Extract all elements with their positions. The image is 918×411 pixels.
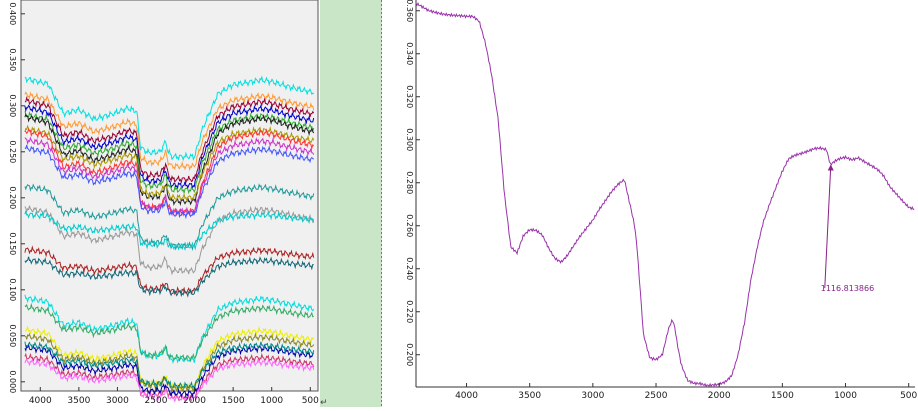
right-spectrum-panel: 0.200 0.220 0.240 0.260 0.280 0.300 0.320 0.340… (396, 0, 918, 407)
right-y-tick-label: 0.200 (405, 343, 414, 366)
right-y-tick-label: 0.260 (405, 214, 414, 237)
left-x-tick-label: 1000 (260, 396, 283, 406)
peak-annotation-group: 1116.813866 (821, 164, 874, 293)
right-x-tick-label: 1000 (834, 391, 857, 401)
gap-panel (382, 0, 396, 407)
peak-marker-icon (827, 164, 834, 171)
left-x-tick-label: 1500 (222, 396, 245, 406)
left-y-tick-label: 0.250 (8, 140, 17, 163)
right-x-tick-label: 500 (900, 391, 917, 401)
left-x-tick-label: 500 (302, 396, 319, 406)
right-y-tick-label: 0.280 (405, 171, 414, 194)
left-series-line-s13 (24, 210, 315, 251)
left-series-line-s10 (24, 144, 314, 220)
right-x-tick-label: 2500 (645, 391, 668, 401)
right-y-tick-label: 0.300 (405, 128, 414, 151)
right-x-tick-label: 4000 (455, 391, 478, 401)
left-series-line-s21 (24, 357, 315, 403)
left-y-tick-label: 0.050 (8, 324, 17, 347)
right-x-tick-label: 1500 (771, 391, 794, 401)
right-y-tick-label: 0.320 (405, 85, 414, 108)
left-spectra-chart: 0.000 0.050 0.100 0.150 0.200 0.250 0.300 0.350… (0, 0, 320, 407)
left-y-tick-label: 0.350 (8, 48, 17, 71)
left-y-tick-label: 0.100 (8, 278, 17, 301)
right-x-tick-label: 2000 (708, 391, 731, 401)
peak-annotation-line (824, 165, 832, 289)
left-series-line-s5 (24, 111, 315, 195)
left-series-line-s6 (24, 112, 315, 207)
right-x-tick-label: 3000 (581, 391, 604, 401)
left-series-line-s17 (24, 302, 314, 363)
left-series-line-s15 (24, 256, 314, 298)
left-series-line-s12 (24, 205, 315, 276)
left-y-tick-label: 0.200 (8, 186, 17, 209)
left-series-line-s20 (24, 352, 315, 402)
left-y-tick-label: 0.300 (8, 94, 17, 117)
separator-dotted-line (381, 0, 382, 407)
return-mark-icon: ↵ (320, 398, 328, 408)
left-x-tick-label: 4000 (29, 396, 52, 406)
left-x-tick-label: 3500 (67, 396, 90, 406)
left-series-line-s23 (24, 341, 315, 391)
left-series-line-s9 (24, 136, 315, 217)
right-y-tick-label: 0.240 (405, 257, 414, 280)
left-series-line-s8 (24, 128, 315, 217)
left-series-line-s11 (24, 183, 315, 252)
right-y-tick-label: 0.360 (405, 0, 414, 22)
right-x-tick-label: 3500 (518, 391, 541, 401)
left-series-line-s2 (24, 91, 315, 172)
left-series-line-s1 (24, 75, 315, 162)
left-y-tick-label: 0.150 (8, 232, 17, 255)
left-series-line-s22 (24, 343, 314, 399)
right-spectrum-chart: 0.200 0.220 0.240 0.260 0.280 0.300 0.320 0.340… (405, 0, 918, 401)
right-series-group (415, 1, 915, 388)
peak-annotation-label: 1116.813866 (821, 284, 874, 293)
left-x-tick-label: 2000 (183, 396, 206, 406)
separator-panel (320, 0, 382, 407)
left-x-axis: 4000 3500 3000 2500 2000 1500 1000 500 (29, 387, 319, 406)
right-y-tick-label: 0.340 (405, 42, 414, 65)
right-series-line-spectrum (415, 1, 915, 388)
right-axes (415, 0, 915, 388)
left-y-axis: 0.000 0.050 0.100 0.150 0.200 0.250 0.300 0.350… (8, 2, 25, 393)
left-spectra-panel: 0.000 0.050 0.100 0.150 0.200 0.250 0.300 0.350… (0, 0, 320, 407)
right-x-axis: 4000 3500 3000 2500 2000 1500 1000 500 (455, 383, 918, 401)
right-y-tick-label: 0.220 (405, 300, 414, 323)
left-x-tick-label: 2500 (145, 396, 168, 406)
left-series-line-s4 (24, 103, 315, 190)
left-x-tick-label: 3000 (106, 396, 129, 406)
left-series-line-s3 (24, 95, 315, 184)
right-y-axis: 0.200 0.220 0.240 0.260 0.280 0.300 0.320 0.340… (405, 0, 420, 366)
left-series-line-s16 (24, 294, 315, 365)
left-y-tick-label: 0.000 (8, 370, 17, 393)
left-series-line-s7 (24, 124, 315, 203)
left-y-tick-label: 0.400 (8, 2, 17, 25)
left-series-group (24, 75, 315, 403)
